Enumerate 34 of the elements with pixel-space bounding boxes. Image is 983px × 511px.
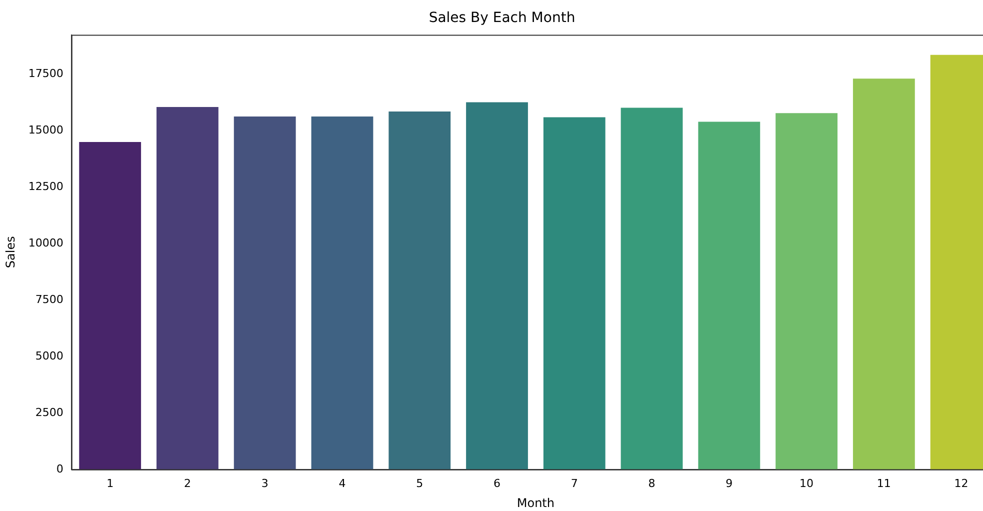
x-tick-label: 6	[494, 476, 501, 490]
bar	[234, 116, 296, 470]
x-tick-label: 11	[876, 476, 891, 490]
bar	[156, 107, 218, 470]
bar	[311, 116, 374, 470]
y-tick-label: 5000	[35, 349, 64, 362]
bar	[466, 102, 528, 470]
x-tick-label: 10	[800, 476, 814, 490]
chart-title: Sales By Each Month	[428, 10, 576, 26]
bar	[388, 112, 451, 470]
bar	[620, 108, 683, 470]
y-tick-label: 7500	[35, 292, 64, 306]
x-tick-label: 4	[338, 476, 346, 490]
y-tick-label: 2500	[35, 406, 64, 419]
x-tick-label: 7	[570, 476, 578, 490]
y-tick-label: 10000	[28, 236, 64, 250]
y-tick-label: 0	[56, 462, 64, 476]
x-tick-label: 3	[261, 476, 268, 490]
bar	[698, 122, 760, 470]
bar	[543, 117, 606, 470]
y-axis-title: Sales	[3, 236, 18, 268]
x-tick-label: 8	[648, 476, 656, 490]
x-tick-label: 1	[106, 476, 114, 490]
y-tick-label: 12500	[28, 180, 64, 194]
bar	[79, 142, 142, 470]
bar	[776, 113, 838, 470]
bar	[852, 78, 915, 470]
x-tick-label: 2	[184, 476, 191, 490]
x-axis-title: Month	[516, 496, 555, 510]
x-tick-label: 5	[416, 476, 424, 490]
y-tick-label: 15000	[28, 124, 64, 137]
y-tick-label: 17500	[28, 67, 64, 80]
x-tick-label: 9	[726, 476, 733, 490]
x-tick-label: 12	[954, 476, 968, 490]
